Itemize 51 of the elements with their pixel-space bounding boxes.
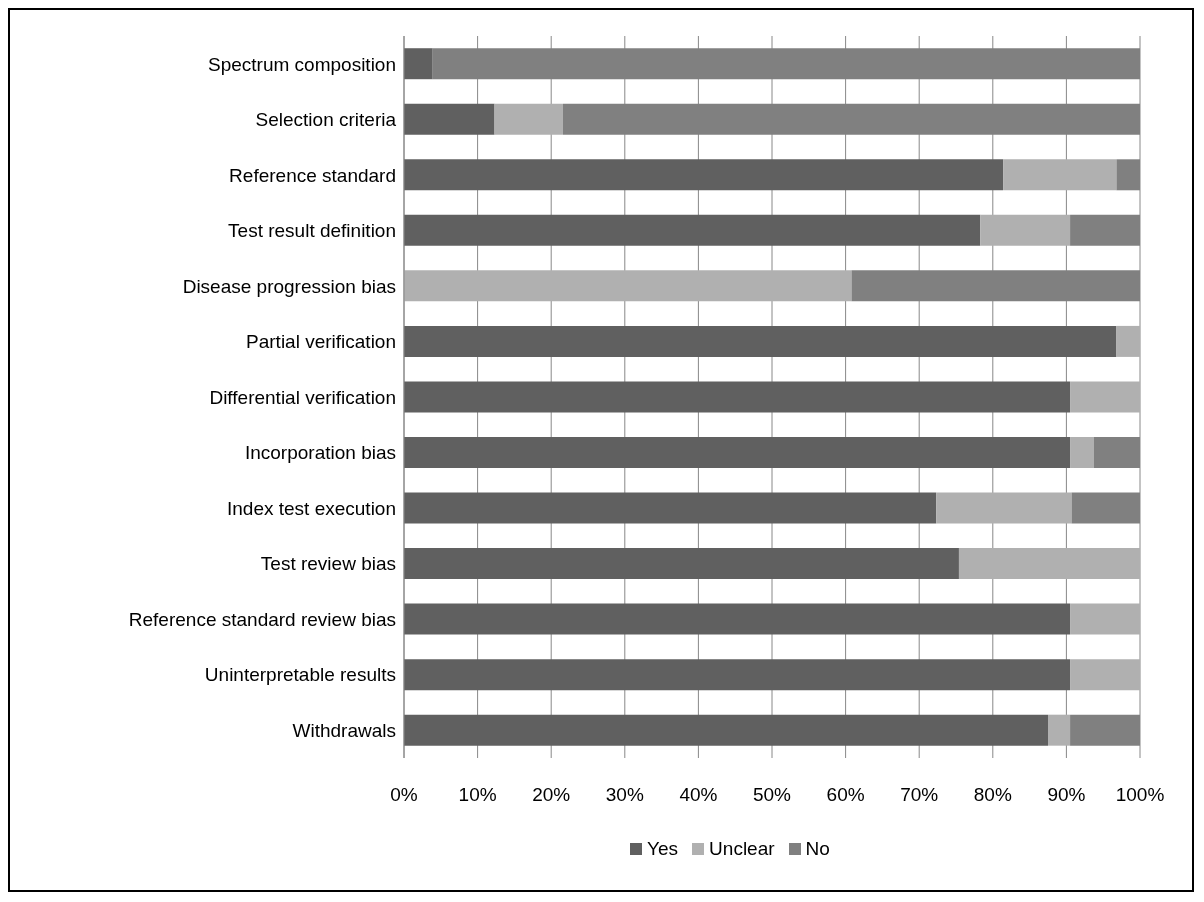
bar <box>1070 603 1140 635</box>
bar <box>1048 714 1071 746</box>
y-tick-label: Index test execution <box>227 497 396 519</box>
bar <box>980 214 1071 246</box>
x-tick-label: 80% <box>973 784 1012 806</box>
bar <box>404 214 981 246</box>
bar <box>1003 159 1117 191</box>
x-tick-label: 100% <box>1115 784 1165 806</box>
x-tick-label: 10% <box>458 784 497 806</box>
x-tick-label: 40% <box>679 784 718 806</box>
bar <box>404 714 1048 746</box>
bar <box>404 659 1071 691</box>
x-tick-label: 70% <box>900 784 939 806</box>
y-tick-label: Test review bias <box>260 553 396 575</box>
bar <box>404 103 495 135</box>
y-tick-label: Partial verification <box>246 331 396 353</box>
bar <box>1070 659 1140 691</box>
bar <box>1116 325 1140 357</box>
x-tick-label: 50% <box>752 784 792 806</box>
bar <box>494 103 563 135</box>
y-tick-label: Reference standard review bias <box>128 608 396 630</box>
legend-label: No <box>805 838 830 860</box>
x-tick-label: 60% <box>826 784 865 806</box>
x-tick-label: 30% <box>605 784 644 806</box>
bar <box>404 48 433 80</box>
y-tick-label: Uninterpretable results <box>204 664 396 686</box>
bar <box>404 603 1071 635</box>
legend-label: Yes <box>647 838 679 860</box>
legend-label: Unclear <box>709 838 775 860</box>
bar <box>936 492 1072 524</box>
bar <box>404 381 1071 413</box>
y-tick-label: Incorporation bias <box>244 442 396 464</box>
bar <box>404 548 959 580</box>
y-tick-label: Withdrawals <box>292 719 396 741</box>
y-tick-label: Differential verification <box>209 386 396 408</box>
bar <box>404 159 1004 191</box>
bar <box>1070 381 1140 413</box>
y-tick-label: Disease progression bias <box>182 275 396 297</box>
y-tick-label: Spectrum composition <box>208 53 396 75</box>
bar <box>1070 436 1094 468</box>
x-tick-label: 20% <box>532 784 571 806</box>
bar <box>404 270 852 302</box>
bar <box>404 436 1071 468</box>
y-tick-label: Reference standard <box>229 164 396 186</box>
bar <box>404 492 937 524</box>
y-tick-label: Test result definition <box>228 220 396 242</box>
x-tick-label: 90% <box>1047 784 1086 806</box>
bar <box>404 325 1117 357</box>
x-tick-label: 0% <box>390 784 418 806</box>
bar <box>958 548 1140 580</box>
y-tick-label: Selection criteria <box>255 109 397 131</box>
